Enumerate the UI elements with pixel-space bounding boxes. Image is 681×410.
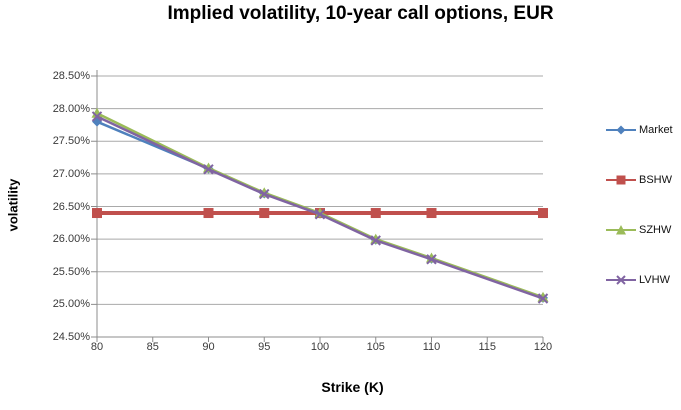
legend-label: Market bbox=[639, 124, 673, 136]
marker-bshw bbox=[370, 208, 381, 219]
legend-item-bshw: BSHW bbox=[606, 173, 672, 187]
marker-bshw bbox=[92, 208, 102, 219]
y-tick-label: 26.50% bbox=[52, 200, 90, 213]
legend-marker-triangle-icon bbox=[606, 225, 636, 235]
chart-title: Implied volatility, 10-year call options… bbox=[167, 3, 554, 24]
x-tick-label: 90 bbox=[202, 341, 215, 353]
x-tick-label: 85 bbox=[146, 341, 159, 353]
x-tick-label: 120 bbox=[533, 341, 553, 353]
marker-lvhw bbox=[91, 111, 103, 122]
y-tick-label: 25.00% bbox=[52, 298, 90, 311]
legend-marker-x-icon bbox=[606, 275, 636, 285]
legend-marker-diamond-icon bbox=[606, 125, 636, 135]
y-tick-label: 28.00% bbox=[52, 102, 90, 115]
x-tick-label: 100 bbox=[310, 341, 330, 353]
marker-bshw bbox=[203, 208, 214, 219]
x-tick-label: 105 bbox=[366, 341, 385, 353]
y-tick-label: 27.00% bbox=[52, 167, 90, 180]
marker-bshw bbox=[259, 208, 270, 219]
marker-szhw bbox=[91, 107, 103, 118]
marker-bshw bbox=[538, 208, 548, 219]
marker-bshw bbox=[426, 208, 437, 219]
legend-label: BSHW bbox=[639, 174, 672, 186]
y-tick-label: 28.50% bbox=[52, 70, 90, 82]
marker-lvhw bbox=[203, 164, 214, 175]
y-tick-label: 26.00% bbox=[52, 233, 90, 246]
x-tick-label: 110 bbox=[422, 341, 441, 353]
series-line-lvhw bbox=[96, 115, 544, 300]
marker-szhw bbox=[537, 291, 549, 302]
legend-item-market: Market bbox=[606, 123, 673, 137]
marker-lvhw bbox=[314, 209, 326, 220]
marker-lvhw bbox=[426, 254, 437, 265]
legend-label: SZHW bbox=[639, 224, 672, 236]
marker-lvhw bbox=[259, 188, 270, 200]
y-tick-label: 24.50% bbox=[52, 331, 90, 343]
x-axis-title: Strike (K) bbox=[321, 379, 384, 395]
legend-item-lvhw: LVHW bbox=[606, 273, 670, 287]
y-tick-label: 27.50% bbox=[52, 135, 90, 148]
x-tick-label: 115 bbox=[478, 341, 497, 353]
x-tick-label: 80 bbox=[90, 341, 104, 353]
legend-item-szhw: SZHW bbox=[606, 223, 671, 237]
x-tick-label: 95 bbox=[258, 341, 271, 353]
marker-lvhw bbox=[370, 235, 381, 246]
legend-label: LVHW bbox=[639, 274, 670, 286]
marker-lvhw bbox=[537, 293, 549, 304]
y-tick-label: 25.50% bbox=[52, 265, 90, 278]
legend-marker-square-icon bbox=[606, 175, 636, 185]
